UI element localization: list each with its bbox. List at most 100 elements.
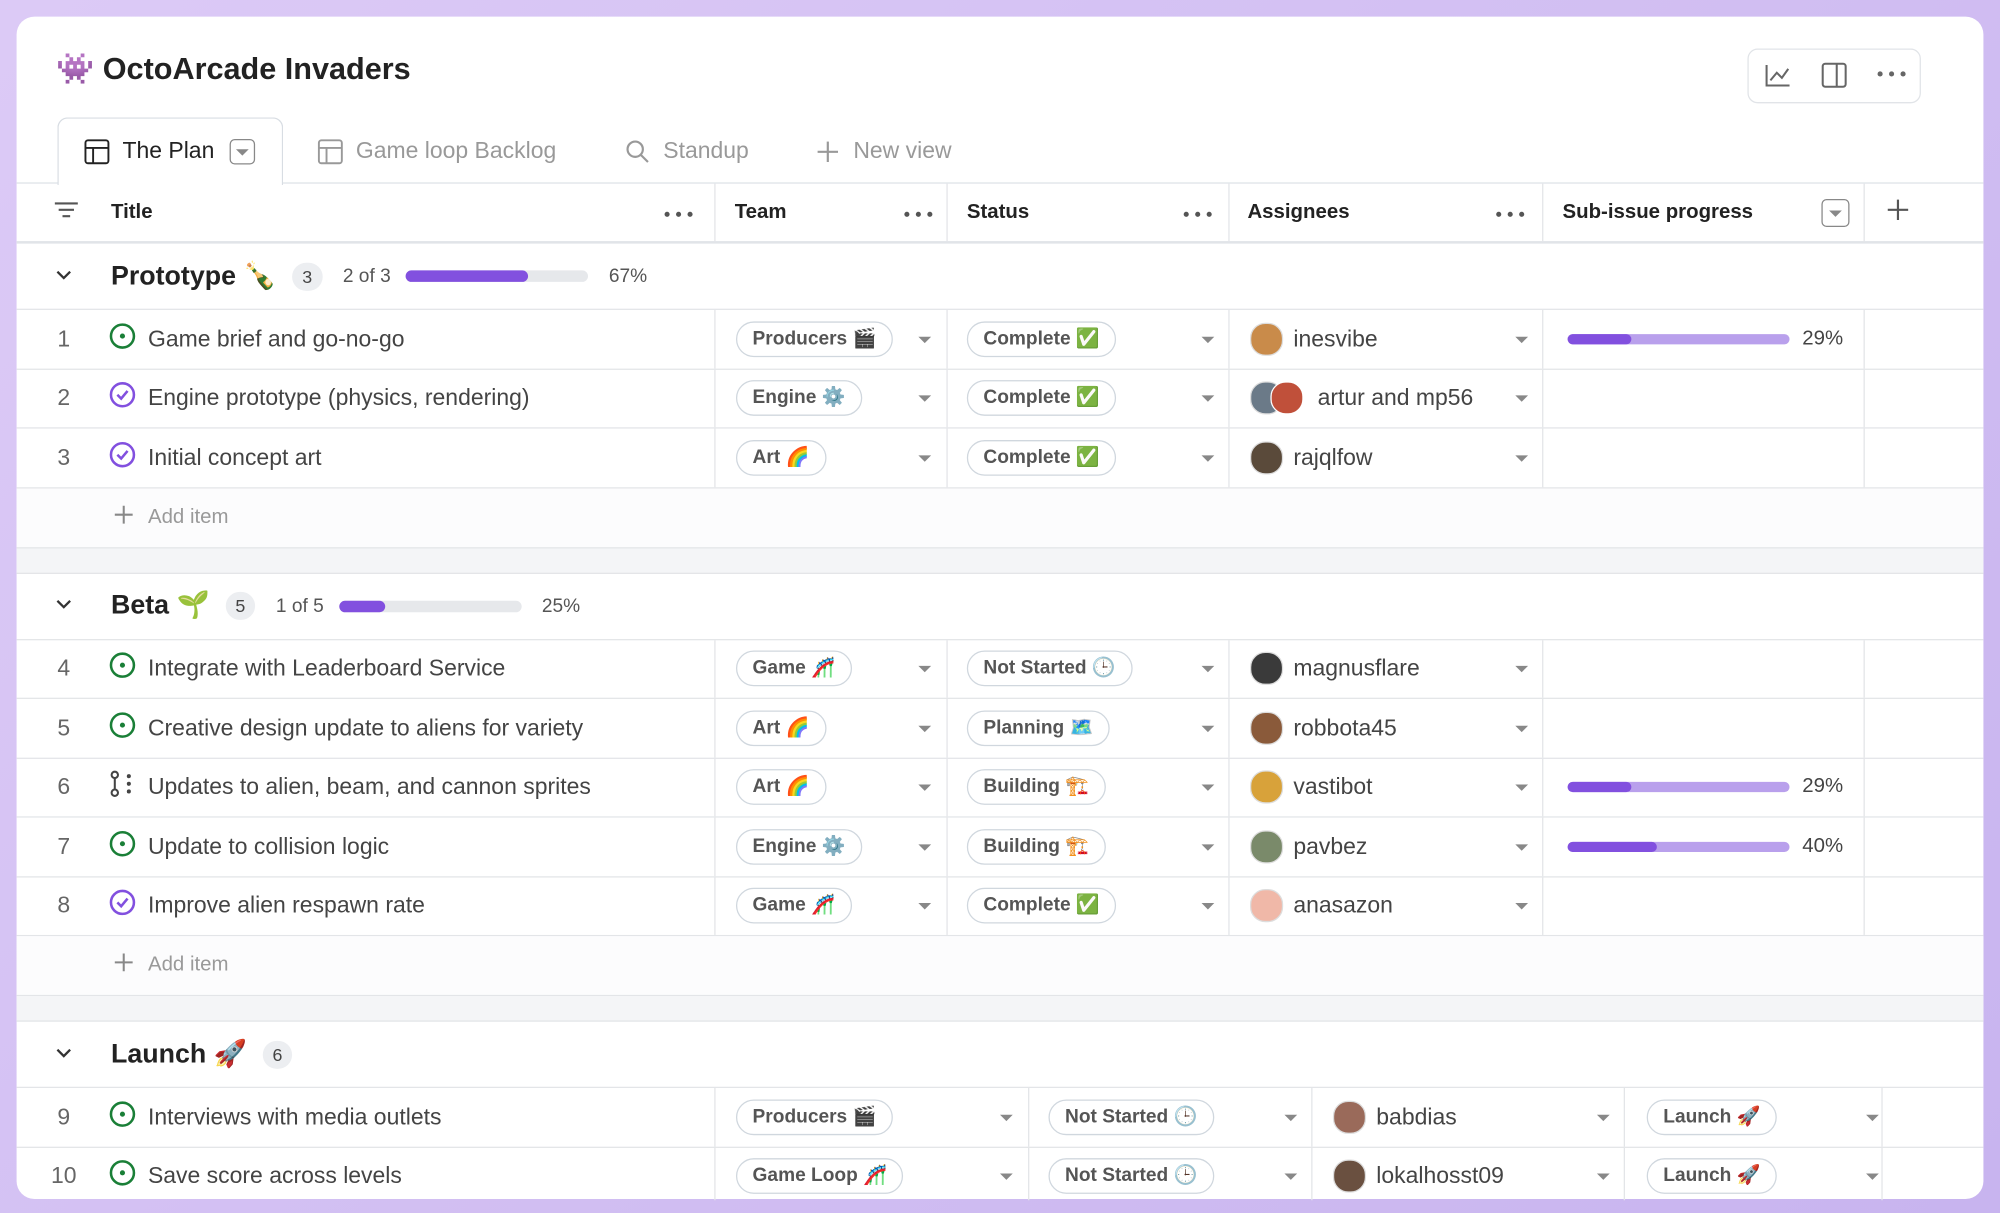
status-pill[interactable]: Complete ✅ [966, 888, 1117, 924]
assignee-name: lokalhosst09 [1376, 1162, 1504, 1189]
status-pill[interactable]: Complete ✅ [966, 321, 1117, 357]
icon-part [1195, 211, 1201, 217]
status-pill[interactable]: Planning 🗺️ [966, 710, 1110, 746]
dropdown-caret[interactable] [1201, 844, 1215, 851]
milestone-pill[interactable]: Launch 🚀 [1646, 1158, 1778, 1195]
issue-title[interactable]: Initial concept art [147, 444, 322, 470]
team-pill[interactable]: Art 🌈 [735, 769, 826, 806]
dropdown-caret[interactable] [918, 395, 932, 403]
column-dropdown[interactable] [1821, 198, 1850, 227]
dropdown-caret[interactable] [1201, 666, 1215, 673]
dropdown-caret[interactable] [918, 903, 932, 910]
icon-part [109, 441, 136, 468]
team-pill[interactable]: Producers 🎬 [735, 321, 893, 357]
issue-title[interactable]: Game brief and go-no-go [147, 325, 405, 352]
dropdown-caret[interactable] [1515, 455, 1529, 462]
icon-part [1496, 211, 1525, 217]
add-item-row[interactable]: Add item [16, 936, 1984, 997]
team-pill[interactable]: Engine ⚙️ [735, 380, 863, 417]
status-pill[interactable]: Complete ✅ [966, 439, 1117, 476]
column-menu[interactable] [1182, 201, 1213, 224]
status-pill[interactable]: Not Started 🕒 [966, 650, 1133, 687]
dropdown-caret[interactable] [1866, 1173, 1879, 1181]
dropdown-caret[interactable] [1201, 784, 1215, 792]
dropdown-caret[interactable] [918, 455, 932, 462]
issue-title[interactable]: Improve alien respawn rate [147, 892, 425, 919]
issue-title[interactable]: Creative design update to aliens for var… [147, 714, 584, 741]
dropdown-caret[interactable] [1515, 666, 1529, 673]
issue-title[interactable]: Update to collision logic [147, 833, 390, 859]
team-pill[interactable]: Art 🌈 [735, 710, 826, 746]
add-item-row[interactable]: Add item [16, 487, 1984, 548]
dropdown-caret[interactable] [1515, 844, 1529, 851]
assignee-name: anasazon [1293, 892, 1393, 919]
dropdown-caret[interactable] [918, 725, 932, 732]
team-pill[interactable]: Game 🎢 [735, 888, 852, 924]
status-pill[interactable]: Building 🏗️ [966, 769, 1106, 806]
status-pill[interactable]: Not Started 🕒 [1048, 1158, 1214, 1195]
icon-part [904, 211, 933, 217]
icon-part [1821, 62, 1847, 88]
column-divider [1542, 639, 1544, 698]
dropdown-caret[interactable] [1515, 336, 1529, 343]
column-divider [1542, 876, 1544, 935]
icon-part [640, 154, 649, 163]
dropdown-caret[interactable] [1515, 784, 1529, 792]
icon-part [116, 898, 129, 909]
team-pill[interactable]: Game 🎢 [735, 650, 852, 687]
issue-title[interactable]: Interviews with media outlets [147, 1103, 442, 1130]
dropdown-caret[interactable] [999, 1173, 1013, 1181]
milestone-pill[interactable]: Launch 🚀 [1646, 1099, 1778, 1135]
more-button[interactable] [1875, 68, 1908, 81]
tab-menu[interactable] [229, 139, 256, 165]
add-column[interactable] [1886, 198, 1909, 227]
issue-title[interactable]: Save score across levels [147, 1162, 402, 1189]
issue-title[interactable]: Integrate with Leaderboard Service [147, 655, 506, 681]
issue-title[interactable]: Engine prototype (physics, rendering) [147, 384, 530, 411]
team-pill[interactable]: Engine ⚙️ [735, 828, 863, 865]
column-divider [1542, 183, 1544, 242]
add-item-label: Add item [147, 954, 229, 976]
status-pill[interactable]: Building 🏗️ [966, 828, 1106, 865]
dropdown-caret[interactable] [1284, 1173, 1298, 1181]
column-menu[interactable] [1495, 201, 1526, 224]
column-title: Status [966, 200, 1030, 223]
dropdown-caret[interactable] [1596, 1114, 1610, 1121]
status-pill[interactable]: Complete ✅ [966, 380, 1117, 417]
dropdown-caret[interactable] [1201, 455, 1215, 462]
tab-label: Standup [663, 137, 749, 164]
team-pill[interactable]: Art 🌈 [735, 439, 826, 476]
insights-button[interactable] [1764, 62, 1792, 88]
column-menu[interactable] [663, 201, 694, 224]
icon-part [109, 1160, 136, 1186]
icon-part [626, 140, 644, 158]
dropdown-caret[interactable] [1284, 1114, 1298, 1121]
collapse-toggle[interactable] [55, 1043, 73, 1066]
issue-state-icon [108, 381, 136, 415]
dropdown-caret[interactable] [918, 784, 932, 792]
dropdown-caret[interactable] [918, 844, 932, 851]
dropdown-caret[interactable] [1515, 903, 1529, 910]
dropdown-caret[interactable] [1201, 395, 1215, 403]
status-pill[interactable]: Not Started 🕒 [1048, 1099, 1214, 1135]
dropdown-caret[interactable] [999, 1114, 1013, 1121]
dropdown-caret[interactable] [1515, 725, 1529, 732]
dropdown-caret[interactable] [1201, 903, 1215, 910]
column-divider [1863, 876, 1865, 935]
dropdown-caret[interactable] [918, 666, 932, 673]
issue-row: 5 Creative design update to aliens for va… [16, 698, 1984, 759]
dropdown-caret[interactable] [1596, 1173, 1610, 1181]
panel-button[interactable] [1820, 61, 1848, 89]
team-pill[interactable]: Game Loop 🎢 [735, 1158, 904, 1195]
collapse-toggle[interactable] [55, 594, 73, 617]
dropdown-caret[interactable] [1201, 725, 1215, 732]
dropdown-caret[interactable] [1866, 1114, 1879, 1121]
issue-title[interactable]: Updates to alien, beam, and cannon sprit… [147, 773, 591, 800]
team-pill[interactable]: Producers 🎬 [735, 1099, 893, 1135]
collapse-toggle[interactable] [55, 265, 73, 288]
column-divider [1311, 1088, 1313, 1147]
column-menu[interactable] [903, 201, 934, 224]
dropdown-caret[interactable] [918, 336, 932, 343]
dropdown-caret[interactable] [1515, 395, 1529, 403]
dropdown-caret[interactable] [1201, 336, 1215, 343]
